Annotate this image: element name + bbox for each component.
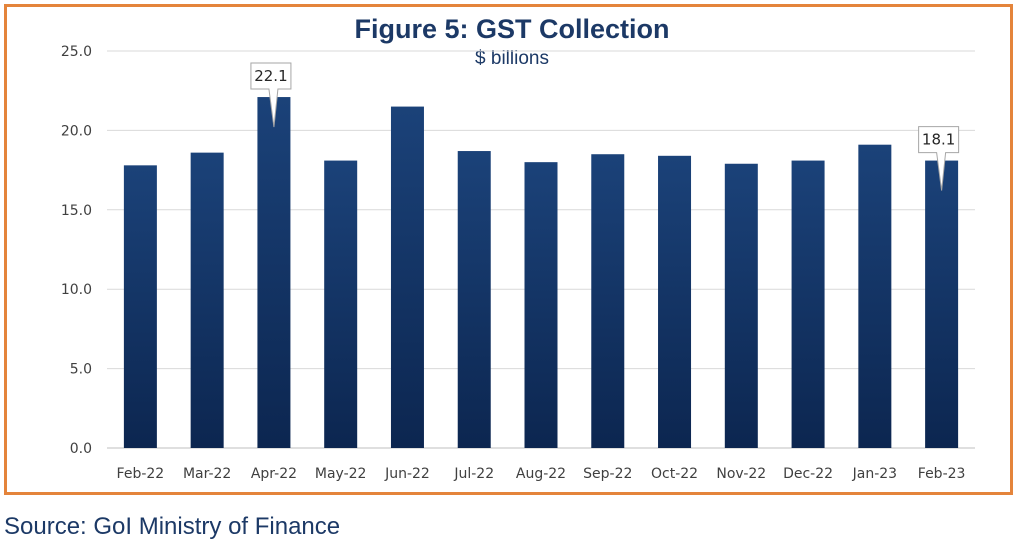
callout-box <box>250 62 292 128</box>
chart-frame <box>4 4 1013 495</box>
x-tick-label: Dec-22 <box>783 466 833 482</box>
data-label: 22.1 <box>254 67 287 85</box>
bar <box>190 152 224 448</box>
bars <box>123 97 959 449</box>
bar <box>257 97 291 448</box>
y-tick-label: 5.0 <box>70 362 92 378</box>
y-tick-label: 20.0 <box>61 123 92 139</box>
bar <box>724 163 758 449</box>
x-tick-label: Nov-22 <box>716 466 766 482</box>
bar <box>390 106 424 448</box>
source-note: Source: GoI Ministry of Finance <box>4 513 341 540</box>
y-axis: 0.0 5.0 10.0 15.0 20.0 25.0 <box>61 44 92 457</box>
x-tick-label: Apr-22 <box>251 466 297 482</box>
x-tick-label: Jul-22 <box>453 466 494 482</box>
bar <box>591 154 625 448</box>
data-callouts: 22.1 18.1 <box>250 62 960 191</box>
data-callout: 18.1 <box>918 126 960 191</box>
bar <box>658 155 692 449</box>
x-tick-label: Aug-22 <box>516 466 566 482</box>
bar <box>524 162 558 448</box>
x-tick-label: Jan-23 <box>852 466 897 482</box>
bar <box>791 160 825 448</box>
data-callout: 22.1 <box>250 62 292 128</box>
bar <box>457 151 491 448</box>
y-tick-label: 15.0 <box>61 203 92 219</box>
bar <box>925 160 959 448</box>
x-tick-label: May-22 <box>315 466 367 482</box>
bar <box>324 160 358 448</box>
chart-title: Figure 5: GST Collection <box>354 14 670 44</box>
x-axis: Feb-22 Mar-22 Apr-22 May-22 Jun-22 Jul-22 Aug-… <box>117 466 966 482</box>
x-tick-label: Feb-22 <box>117 466 165 482</box>
x-tick-label: Oct-22 <box>651 466 698 482</box>
x-tick-label: Feb-23 <box>918 466 966 482</box>
data-label: 18.1 <box>922 131 955 149</box>
y-tick-label: 25.0 <box>61 44 92 60</box>
bar-chart: 0.0 5.0 10.0 15.0 20.0 25.0 Feb-22 Mar-22 Apr-2… <box>61 44 975 482</box>
x-tick-label: Sep-22 <box>583 466 632 482</box>
chart-subtitle: $ billions <box>475 48 549 69</box>
bar <box>858 144 892 448</box>
y-tick-label: 0.0 <box>70 441 92 457</box>
x-tick-label: Mar-22 <box>183 466 231 482</box>
x-tick-label: Jun-22 <box>384 466 430 482</box>
callout-box <box>918 126 960 191</box>
bar <box>123 165 157 448</box>
y-tick-label: 10.0 <box>61 282 92 298</box>
